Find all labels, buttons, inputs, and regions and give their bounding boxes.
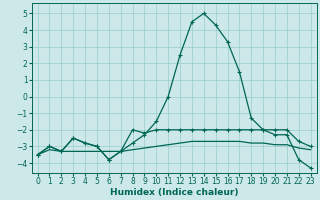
X-axis label: Humidex (Indice chaleur): Humidex (Indice chaleur) [110, 188, 238, 197]
